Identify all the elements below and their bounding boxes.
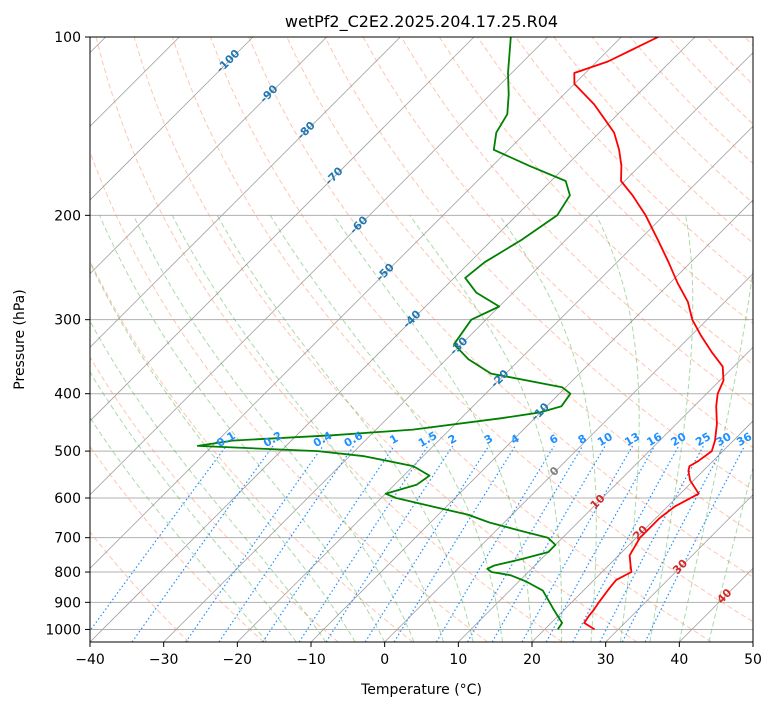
moist-adiabat xyxy=(649,215,694,642)
skewed-isotherm xyxy=(237,125,753,642)
skewed-isotherm xyxy=(384,273,753,642)
y-tick-label: 600 xyxy=(54,491,81,507)
chart-title: wetPf2_C2E2.2025.204.17.25.R04 xyxy=(285,12,558,32)
y-tick-label: 100 xyxy=(54,30,81,46)
axis-ticks: −40 −30 −20 −10 0 10 20 30 40 50 100 200 300 400 500 60… xyxy=(45,30,762,668)
moist-adiabat xyxy=(409,215,563,642)
x-tick-label: 50 xyxy=(744,652,762,668)
skewed-isotherm xyxy=(90,37,401,348)
x-tick-label: 10 xyxy=(449,652,467,668)
y-tick-label: 900 xyxy=(54,595,81,611)
x-tick-label: 0 xyxy=(380,652,389,668)
grid-layer xyxy=(90,37,753,642)
skewed-isotherm xyxy=(90,37,696,642)
y-tick-label: 1000 xyxy=(45,622,81,638)
dry-adiabat xyxy=(133,37,638,642)
x-tick-label: −20 xyxy=(223,652,253,668)
skewed-isotherm xyxy=(531,420,753,642)
dry-adiabat xyxy=(210,37,753,623)
moist-adiabat xyxy=(133,215,415,642)
x-axis-title: Temperature (°C) xyxy=(360,682,482,698)
moist-adiabat xyxy=(595,215,640,642)
series-layer xyxy=(196,37,725,631)
x-tick-label: −10 xyxy=(296,652,326,668)
moist-adiabat xyxy=(498,215,597,642)
moist-adiabat xyxy=(269,215,503,642)
plot-frame xyxy=(89,36,754,643)
dry-adiabat xyxy=(90,259,414,642)
dry-adiabat xyxy=(90,356,339,642)
skewed-isotherm xyxy=(163,52,753,642)
dry-adiabat xyxy=(400,37,753,407)
y-tick-label: 400 xyxy=(54,387,81,403)
moist-adiabat xyxy=(708,466,753,642)
x-tick-label: 40 xyxy=(670,652,688,668)
mixing-ratio-line xyxy=(364,445,490,642)
dry-adiabat xyxy=(324,37,753,491)
skewed-isotherm xyxy=(90,37,622,569)
x-tick-label: 30 xyxy=(597,652,615,668)
skewed-isotherm xyxy=(310,199,753,642)
moist-adiabat xyxy=(90,320,327,642)
moist-adiabat xyxy=(171,215,445,642)
moist-adiabat xyxy=(678,266,753,642)
x-tick-label: −40 xyxy=(75,652,105,668)
y-tick-label: 700 xyxy=(54,531,81,547)
mixing-ratio-line xyxy=(435,445,555,642)
mixing-ratio-label: 36 xyxy=(734,430,754,449)
mixing-ratio-line xyxy=(325,445,454,642)
dry-adiabat xyxy=(95,37,563,642)
skewed-isotherm xyxy=(90,37,548,496)
temperature-profile xyxy=(573,37,725,631)
mixing-ratio-line xyxy=(262,445,395,642)
moist-adiabat xyxy=(90,261,356,642)
dry-adiabat xyxy=(438,37,753,366)
skewed-isotherm xyxy=(458,346,753,642)
mixing-ratio-line xyxy=(185,445,324,642)
dry-adiabat xyxy=(248,37,753,578)
mixing-ratio-line xyxy=(521,445,634,642)
skewed-isotherm xyxy=(90,37,254,201)
dewpoint-profile xyxy=(196,37,572,630)
y-tick-label: 500 xyxy=(54,444,81,460)
mixing-ratio-line xyxy=(644,445,746,642)
dry-adiabat xyxy=(90,531,190,642)
moist-adiabat xyxy=(90,416,268,642)
y-axis-title: Pressure (hPa) xyxy=(12,289,28,389)
dry-adiabat xyxy=(171,37,712,642)
mixing-ratio-line xyxy=(131,445,274,642)
dry-adiabat xyxy=(515,37,753,284)
x-tick-label: −30 xyxy=(149,652,179,668)
skewed-isotherm xyxy=(90,37,475,422)
y-tick-label: 800 xyxy=(54,565,81,581)
mixing-ratio-line xyxy=(393,445,516,642)
mixing-ratio-line xyxy=(545,445,656,642)
moist-adiabat xyxy=(90,370,297,642)
dry-adiabat xyxy=(90,150,488,642)
mixing-ratio-line xyxy=(218,445,355,642)
mixing-ratio-line xyxy=(621,445,725,642)
skewed-isotherm xyxy=(90,37,327,275)
mixing-ratio-line xyxy=(466,445,584,642)
moist-adiabat xyxy=(99,215,386,642)
y-tick-label: 200 xyxy=(54,208,81,224)
x-tick-label: 20 xyxy=(523,652,541,668)
y-tick-label: 300 xyxy=(54,313,81,329)
skewed-isotherm xyxy=(605,494,753,642)
dry-adiabat xyxy=(90,445,264,642)
